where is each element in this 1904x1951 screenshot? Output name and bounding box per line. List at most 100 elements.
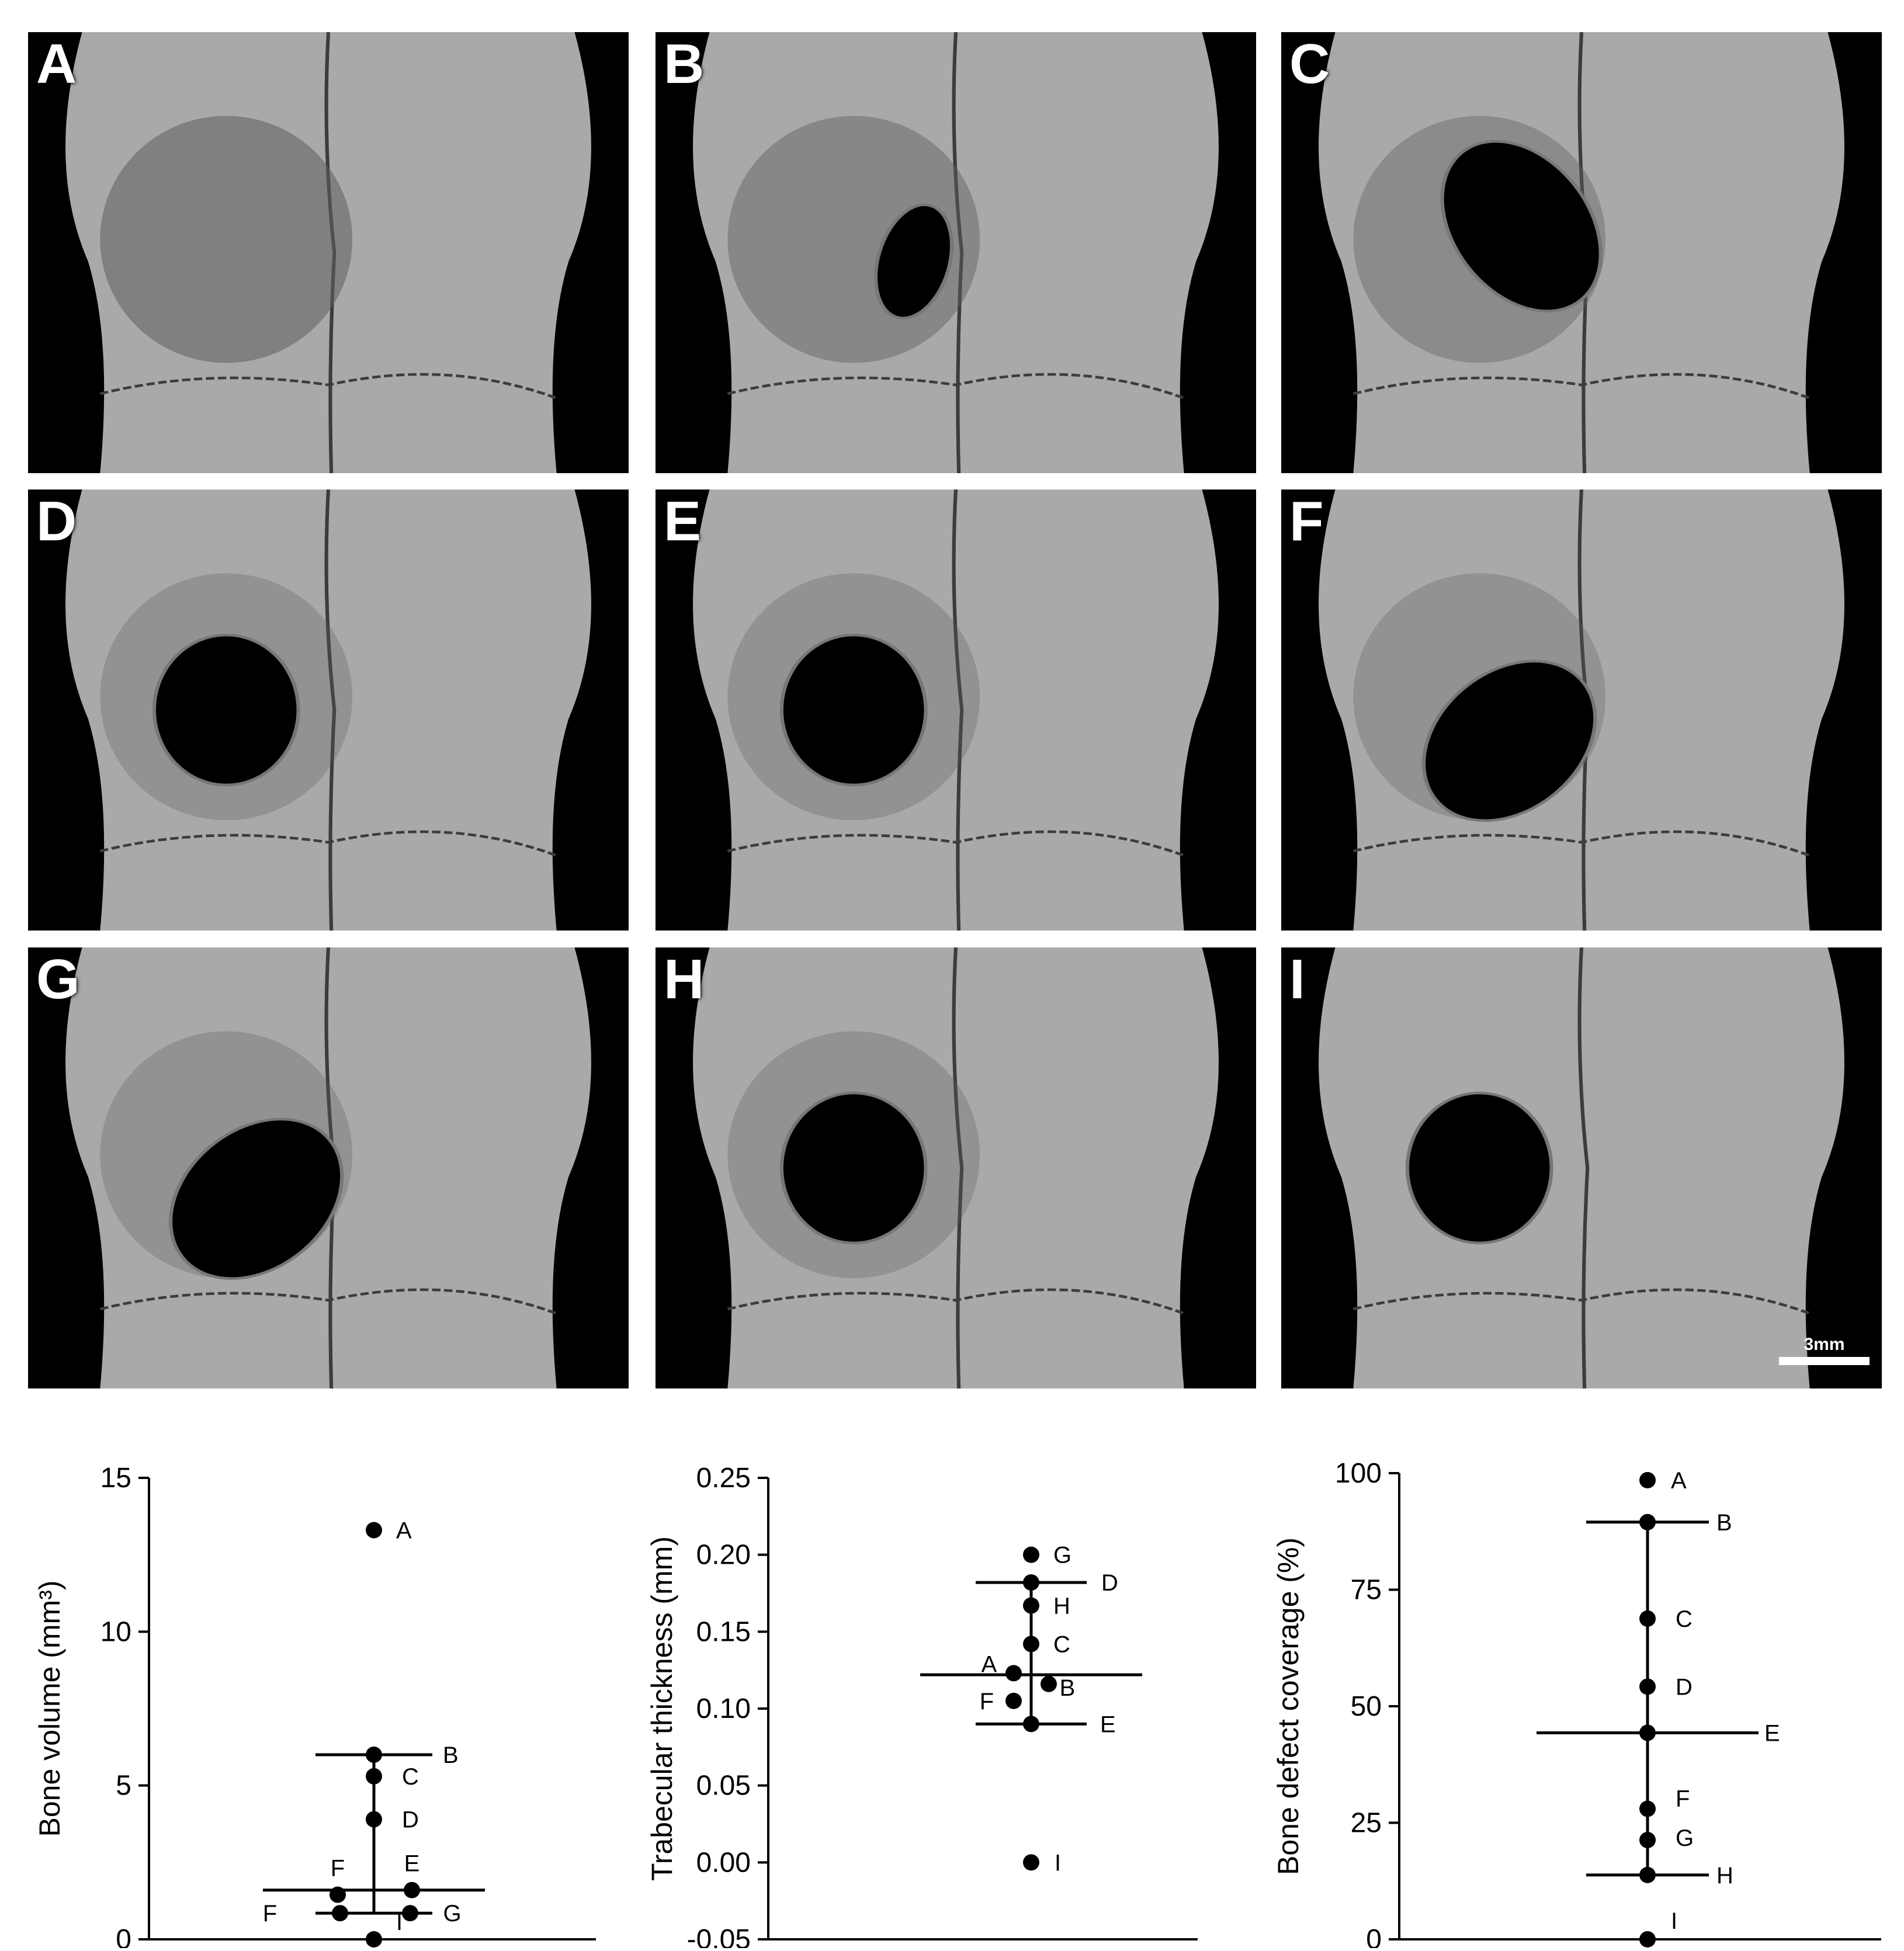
y-tick-label: 0.05 [696, 1771, 751, 1801]
data-point-label: B [1716, 1510, 1732, 1536]
coronal-suture [727, 830, 1185, 857]
ct-panel-h: H [656, 947, 1256, 1388]
data-point-label: C [402, 1764, 419, 1790]
sagittal-suture [952, 490, 964, 931]
data-point-label: C [1053, 1631, 1070, 1657]
skull-render [1319, 947, 1844, 1388]
coronal-suture [727, 373, 1185, 400]
y-axis-label: Trabecular thickness (mm) [646, 1536, 678, 1881]
coronal-suture [99, 1288, 558, 1315]
data-point-label: F [331, 1856, 345, 1881]
y-tick-label: 50 [1351, 1691, 1382, 1722]
y-tick-label: 25 [1351, 1808, 1382, 1839]
data-point-label: G [1676, 1825, 1694, 1851]
scale-bar: 3mm [1779, 1335, 1870, 1365]
y-tick-label: 0.15 [696, 1616, 751, 1647]
panel-label: C [1289, 33, 1330, 95]
coronal-suture [1352, 830, 1811, 857]
data-point-label: A [396, 1518, 412, 1544]
data-point-label: G [443, 1901, 461, 1926]
data-point [1005, 1692, 1022, 1709]
regenerated-bone-patch [100, 116, 353, 363]
ct-panel-g: G [28, 947, 629, 1388]
scale-bar-line [1779, 1357, 1870, 1365]
coronal-suture [1352, 373, 1811, 400]
data-point [366, 1747, 382, 1763]
data-point-label: H [1053, 1594, 1070, 1619]
trabecular-thickness-chart: -0.05 0.00 0.05 0.10 0.15 0.20 0.25 Trabecular … [637, 1419, 1221, 1951]
bone-defect-coverage-plot: 0 25 50 75 100 Bone defect coverage (%) A B C D E F… [1272, 1458, 1881, 1951]
y-axis-label: Bone volume (mm³) [35, 1581, 66, 1837]
data-point-label: A [982, 1651, 997, 1677]
data-point-label: D [1101, 1570, 1118, 1596]
data-point [1023, 1636, 1039, 1653]
data-point-label: C [1676, 1606, 1693, 1632]
sagittal-suture [1577, 947, 1590, 1388]
data-point [1005, 1665, 1022, 1682]
data-point-label: F [1676, 1786, 1690, 1812]
skull-render [693, 947, 1219, 1388]
data-point-label: B [443, 1742, 459, 1768]
y-tick-label: -0.05 [687, 1924, 751, 1948]
data-point [1023, 1597, 1039, 1614]
skull-render [1319, 490, 1844, 931]
panel-label: B [664, 33, 705, 95]
sagittal-suture [952, 947, 964, 1388]
y-tick-label: 75 [1351, 1575, 1382, 1606]
skull-render [65, 32, 591, 473]
bone-defect-hole [779, 633, 928, 787]
data-point [1023, 1716, 1039, 1733]
panel-label: E [664, 490, 702, 553]
bone-defect-hole [1421, 659, 1597, 822]
data-point [332, 1905, 348, 1922]
bone-defect-hole [168, 1117, 344, 1280]
y-tick-label: 100 [1335, 1458, 1382, 1489]
ct-panel-i: I [1281, 947, 1882, 1388]
ct-panel-a: A [28, 32, 629, 473]
data-point [1639, 1931, 1656, 1947]
data-point [1023, 1574, 1039, 1591]
data-point [1041, 1675, 1057, 1692]
ct-panel-e: E [656, 490, 1256, 931]
data-point [1639, 1800, 1656, 1817]
data-point [404, 1881, 420, 1898]
calvaria-bone [65, 490, 591, 931]
panel-label: D [36, 490, 77, 553]
data-point [1639, 1610, 1656, 1627]
calvaria-bone [693, 947, 1219, 1388]
y-tick-label: 0.25 [696, 1463, 751, 1494]
skull-render [65, 490, 591, 931]
calvaria-bone [693, 490, 1219, 931]
calvaria-bone [693, 32, 1219, 473]
coronal-suture [727, 1288, 1185, 1315]
bone-volume-chart: 0 5 10 15 Bone volume (mm³) A B C D E F F G I [33, 1419, 619, 1951]
panel-label: H [664, 948, 705, 1011]
ct-panel-c: C [1281, 32, 1882, 473]
data-point [1639, 1832, 1656, 1849]
data-point [1639, 1513, 1656, 1530]
bone-defect-hole [873, 203, 954, 320]
sagittal-suture [952, 32, 964, 473]
coronal-suture [99, 373, 558, 400]
data-point [1023, 1854, 1039, 1871]
panel-label: G [36, 948, 80, 1011]
data-point [402, 1905, 418, 1922]
panel-label: F [1289, 490, 1324, 553]
calvaria-bone [1319, 947, 1844, 1388]
y-tick-label: 0.20 [696, 1540, 751, 1571]
data-point [330, 1886, 346, 1903]
ct-panel-f: F [1281, 490, 1882, 931]
data-point-label: B [1060, 1675, 1076, 1701]
bone-defect-hole [1440, 140, 1603, 313]
data-point-label: H [1716, 1863, 1733, 1888]
scale-bar-label: 3mm [1804, 1335, 1845, 1354]
data-point-label: I [1671, 1908, 1677, 1934]
bone-defect-coverage-chart: 0 25 50 75 100 Bone defect coverage (%) A B C D E F… [1272, 1419, 1904, 1951]
data-point-label: G [1053, 1543, 1071, 1568]
skull-render [693, 32, 1219, 473]
coronal-suture [99, 830, 558, 857]
y-tick-label: 10 [100, 1616, 131, 1647]
ct-panel-b: B [656, 32, 1256, 473]
skull-render [1319, 32, 1844, 473]
